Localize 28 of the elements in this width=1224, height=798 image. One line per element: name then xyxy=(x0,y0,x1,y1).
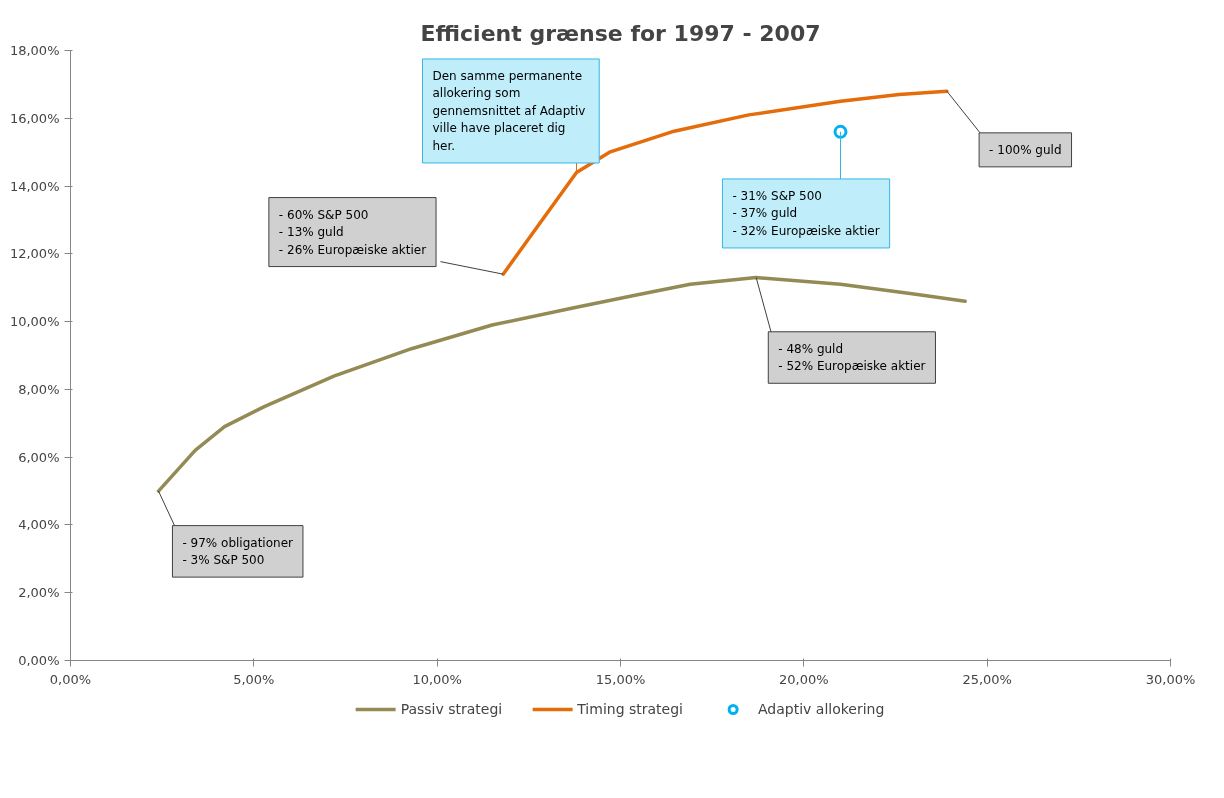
x-tick-label: 5,00% xyxy=(233,671,275,687)
line-series xyxy=(156,275,967,493)
x-tick-label: 0,00% xyxy=(49,671,92,687)
annotation: - 100% guld xyxy=(989,142,1062,157)
x-tick-label: 15,00% xyxy=(595,671,646,687)
y-tick-label: 6,00% xyxy=(18,449,60,465)
y-tick-label: 2,00% xyxy=(18,585,60,601)
legend-label: Passiv strategi xyxy=(400,701,503,717)
y-tick-label: 4,00% xyxy=(18,517,60,533)
chart-title: Efficient grænse for 1997 - 2007 xyxy=(420,20,821,46)
y-tick-label: 12,00% xyxy=(9,246,60,262)
annotation: - 31% S&P 500 - 37% guld - 32% Europæiske aktier xyxy=(732,188,880,238)
annotation: Den samme permanente allokering som gennemsnittet af Adaptiv ville have placeret dig her. xyxy=(432,68,586,153)
x-tick-label: 25,00% xyxy=(962,671,1012,687)
annotation: - 97% obligationer - 3% S&P 500 xyxy=(182,535,294,568)
y-tick-label: 10,00% xyxy=(9,314,60,330)
legend-label: Adaptiv allokering xyxy=(758,701,885,717)
annotation: - 60% S&P 500 - 13% guld - 26% Europæiske aktier xyxy=(278,207,427,257)
x-tick-label: 10,00% xyxy=(412,671,462,687)
x-tick-label: 20,00% xyxy=(779,671,829,687)
annotation: - 48% guld - 52% Europæiske aktier xyxy=(778,341,926,374)
y-tick-label: 16,00% xyxy=(9,110,60,126)
y-tick-label: 0,00% xyxy=(18,653,60,668)
legend-label: Timing strategi xyxy=(577,701,683,717)
y-tick-label: 8,00% xyxy=(18,381,60,397)
y-tick-label: 14,00% xyxy=(9,178,60,194)
y-tick-label: 18,00% xyxy=(9,43,60,58)
x-tick-label: 30,00% xyxy=(1145,671,1196,687)
